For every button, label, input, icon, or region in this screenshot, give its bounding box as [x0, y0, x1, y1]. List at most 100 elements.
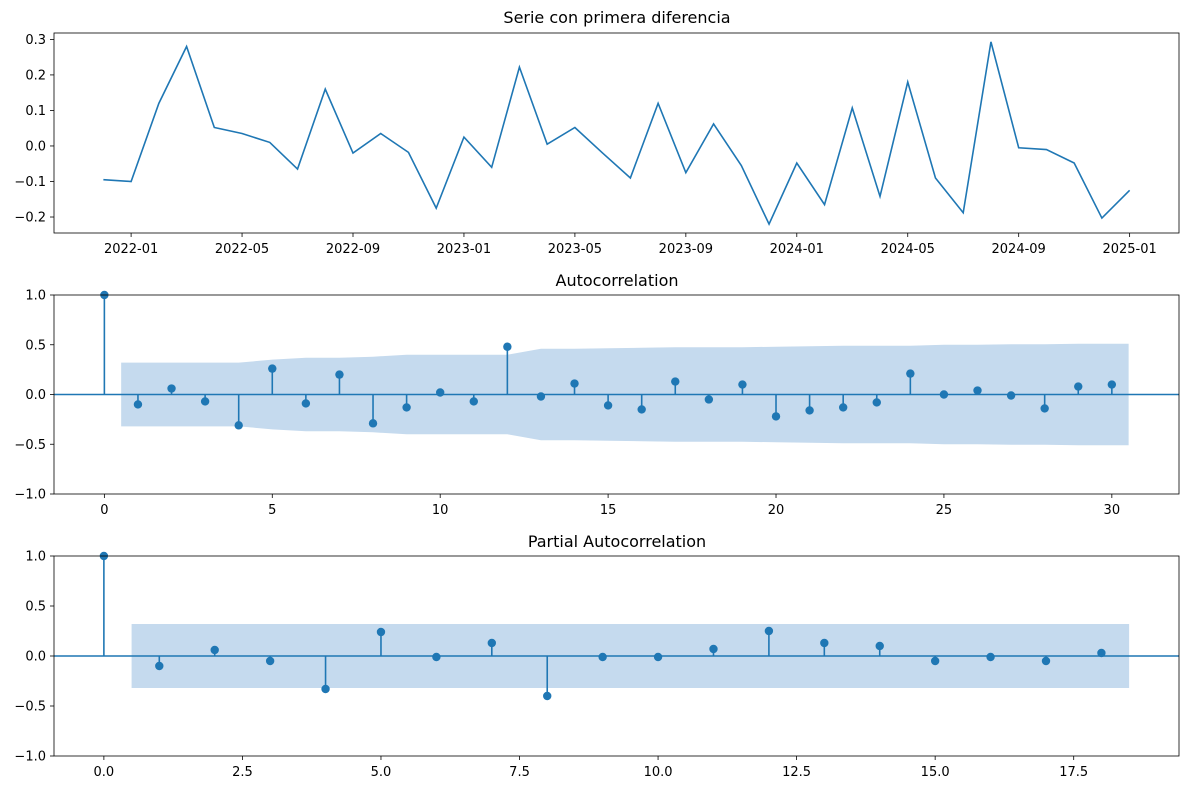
stem-marker	[671, 377, 680, 386]
x-tick-label: 0	[100, 503, 108, 518]
chart-title: Autocorrelation	[556, 271, 679, 290]
x-tick-label: 2023-09	[659, 242, 713, 257]
stem-marker	[133, 400, 143, 409]
y-tick-label: 0.5	[25, 600, 46, 615]
y-tick-label: 0.1	[25, 104, 46, 119]
stem-marker	[376, 627, 386, 637]
stem-marker	[930, 656, 940, 666]
x-tick-label: 0.0	[94, 765, 115, 780]
y-tick-label: −1.0	[14, 750, 46, 765]
y-tick-label: −0.2	[14, 211, 46, 226]
x-tick-label: 2022-09	[326, 242, 380, 257]
stem-marker	[838, 403, 848, 412]
chart-title: Partial Autocorrelation	[528, 532, 706, 551]
x-tick-label: 2024-09	[992, 242, 1046, 257]
pacf-chart-panel: Partial Autocorrelation 1.0 0.5 0.0 −0.5 −1.…	[14, 532, 1180, 780]
y-tick-label: −1.0	[14, 488, 46, 503]
x-tick-label: 2024-01	[770, 242, 824, 257]
stem-marker	[875, 641, 884, 651]
stem-marker	[368, 419, 378, 428]
x-tick-label: 2.5	[232, 765, 253, 780]
stem-marker	[210, 645, 219, 655]
chart-title: Serie con primera diferencia	[503, 8, 730, 27]
x-tick-label: 15.0	[921, 765, 950, 780]
stem-marker	[986, 652, 995, 662]
stem-marker	[1074, 382, 1083, 391]
acf-chart-panel: Autocorrelation 1.0 0.5 0.0 −0.5 −1.0 0 5 10 15 2…	[14, 271, 1180, 518]
x-tick-label: 2022-05	[215, 242, 269, 257]
x-tick-label: 5	[268, 503, 276, 518]
stem-marker	[432, 652, 441, 662]
axes-layer: 1.0 0.5 0.0 −0.5 −1.0 0.0 2.5 5.0 7.5 10.0 12.5 15.…	[14, 550, 1180, 780]
x-tick-label: 20	[768, 503, 785, 518]
stem-marker	[738, 380, 747, 389]
y-tick-label: 0.0	[25, 650, 46, 665]
y-tick-label: 1.0	[25, 289, 46, 304]
stem-layer	[54, 290, 1179, 430]
x-tick-label: 30	[1104, 503, 1121, 518]
x-tick-label: 25	[936, 503, 953, 518]
stem-marker	[906, 369, 915, 378]
stem-marker	[820, 638, 829, 648]
y-tick-label: −0.5	[14, 700, 46, 715]
x-tick-label: 2022-01	[104, 242, 158, 257]
y-tick-label: −0.1	[14, 175, 46, 190]
stem-marker	[805, 406, 814, 415]
series-layer	[103, 41, 1131, 227]
stem-marker	[200, 397, 210, 406]
plot-frame	[53, 32, 1180, 234]
stem-layer	[54, 551, 1179, 701]
x-tick-label: 5.0	[371, 765, 392, 780]
stem-marker	[570, 379, 579, 388]
stem-marker	[301, 399, 311, 408]
y-tick-label: 0.5	[25, 338, 46, 353]
stem-marker	[764, 626, 774, 636]
stem-marker	[709, 644, 718, 654]
stem-marker	[973, 386, 982, 395]
x-tick-label: 10.0	[644, 765, 673, 780]
axes-layer: 0.3 0.2 0.1 0.0 −0.1 −0.2 2022-01 2022-05 2022-0…	[14, 32, 1180, 257]
stem-marker	[771, 412, 781, 421]
stem-marker	[939, 390, 949, 399]
x-tick-label: 2023-05	[548, 242, 602, 257]
y-tick-label: 0.2	[25, 68, 46, 83]
stem-marker	[637, 405, 646, 414]
x-tick-label: 12.5	[782, 765, 811, 780]
stem-marker	[872, 398, 881, 407]
y-tick-label: 0.3	[25, 33, 46, 48]
stem-marker	[155, 661, 164, 671]
stem-marker	[402, 403, 411, 412]
x-tick-label: 17.5	[1059, 765, 1088, 780]
stem-marker	[268, 364, 277, 373]
stem-marker	[265, 656, 275, 666]
stem-marker	[234, 421, 243, 430]
stem-marker	[335, 370, 344, 379]
stem-marker	[503, 342, 512, 351]
stem-marker	[435, 388, 445, 397]
stem-marker	[321, 684, 330, 694]
x-tick-label: 10	[432, 503, 449, 518]
stem-marker	[1097, 648, 1106, 658]
stem-marker	[598, 652, 607, 662]
y-tick-label: 1.0	[25, 550, 46, 565]
x-tick-label: 7.5	[509, 765, 530, 780]
stem-marker	[1107, 380, 1117, 389]
stem-marker	[603, 401, 613, 410]
x-tick-label: 2023-01	[437, 242, 491, 257]
stem-marker	[1006, 391, 1016, 400]
y-tick-label: 0.0	[25, 139, 46, 154]
y-tick-label: 0.0	[25, 388, 46, 403]
line-chart-panel: Serie con primera diferencia 0.30.20.10.…	[14, 8, 1180, 257]
x-tick-label: 2025-01	[1102, 242, 1156, 257]
stem-marker	[653, 652, 663, 662]
stem-marker	[704, 395, 714, 404]
series-line	[103, 41, 1131, 227]
stem-marker	[167, 384, 176, 393]
x-tick-label: 2024-05	[881, 242, 935, 257]
stem-marker	[1040, 404, 1049, 413]
stem-marker	[1041, 656, 1051, 666]
y-tick-label: −0.5	[14, 438, 46, 453]
stem-marker	[543, 691, 552, 701]
x-tick-label: 15	[600, 503, 617, 518]
